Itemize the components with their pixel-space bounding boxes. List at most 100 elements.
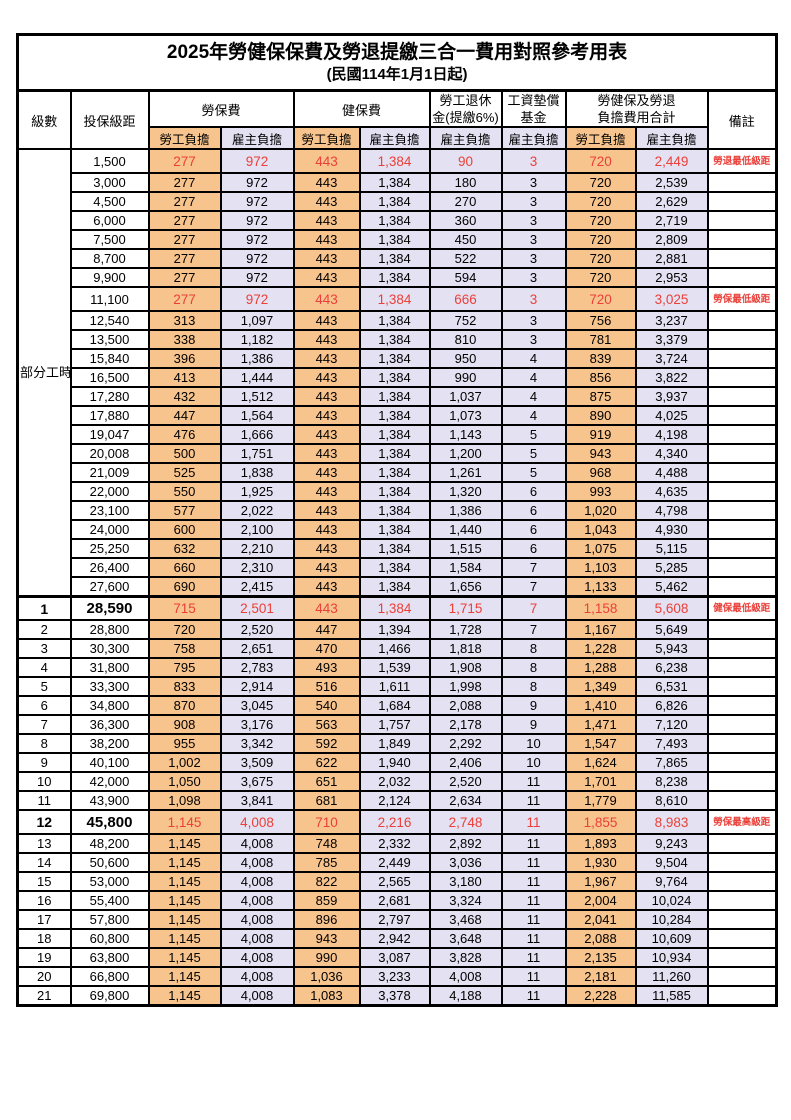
cell-health-worker: 443 [292,210,361,232]
cell-health-worker: 443 [292,286,361,313]
cell-health-worker: 443 [292,329,361,351]
table-row: 15 53,000 1,145 4,008 822 2,565 3,180 11 1,967 9,… [16,871,778,893]
cell-pension-employer: 1,728 [428,619,503,641]
cell-remark: 勞退最低級距 [706,148,778,175]
table-row: 8,700 277 972 443 1,384 522 3 720 2,881 [18,248,778,270]
cell-total-worker: 1,020 [564,500,637,522]
cell-bracket: 57,800 [69,909,150,931]
cell-bracket: 20,008 [69,443,150,465]
table-row: 24,000 600 2,100 443 1,384 1,440 6 1,043 4,930 [18,519,778,541]
cell-remark [706,462,778,484]
cell-health-worker: 443 [292,229,361,251]
table-row: 12 45,800 1,145 4,008 710 2,216 2,748 11 1,855 8,… [16,809,778,836]
cell-total-worker: 875 [564,386,637,408]
cell-level: 6 [16,695,72,717]
cell-pension-employer: 180 [428,172,503,194]
cell-fund-employer: 11 [500,928,567,950]
cell-health-worker: 681 [292,790,361,812]
cell-health-worker: 563 [292,714,361,736]
cell-total-worker: 1,133 [564,576,637,598]
cell-total-employer: 9,764 [634,871,709,893]
cell-health-employer: 1,384 [358,576,431,598]
header-sub-row: 勞工負擔 雇主負擔 勞工負擔 雇主負擔 雇主負擔 雇主負擔 勞工負擔 雇主負擔 [18,126,777,151]
cell-bracket: 69,800 [69,985,150,1007]
cell-remark [706,538,778,560]
cell-fund-employer: 10 [500,733,567,755]
table-row: 18 60,800 1,145 4,008 943 2,942 3,648 11 2,088 10… [16,928,778,950]
cell-labor-worker: 1,098 [147,790,222,812]
cell-labor-worker: 476 [147,424,222,446]
cell-bracket: 17,280 [69,386,150,408]
cell-total-employer: 10,934 [634,947,709,969]
cell-remark [706,424,778,446]
cell-bracket: 26,400 [69,557,150,579]
cell-labor-worker: 338 [147,329,222,351]
cell-health-employer: 3,378 [358,985,431,1007]
subheader-health-worker: 勞工負擔 [292,126,361,151]
cell-health-worker: 443 [292,348,361,370]
cell-bracket: 1,500 [69,148,150,175]
cell-remark [706,752,778,774]
table-row: 9 40,100 1,002 3,509 622 1,940 2,406 10 1,624 7,8… [16,752,778,774]
cell-fund-employer: 7 [500,576,567,598]
cell-labor-employer: 972 [219,267,295,289]
cell-total-worker: 720 [564,267,637,289]
subheader-fund-employer: 雇主負擔 [500,126,567,151]
cell-fund-employer: 3 [500,172,567,194]
cell-level: 10 [16,771,72,793]
cell-health-worker: 943 [292,928,361,950]
premium-table: 2025年勞健保保費及勞退提繳三合一費用對照參考用表 (民國114年1月1日起)… [15,32,779,1007]
cell-bracket: 60,800 [69,928,150,950]
table-row: 4,500 277 972 443 1,384 270 3 720 2,629 [18,191,778,213]
cell-bracket: 12,540 [69,310,150,332]
cell-health-worker: 785 [292,852,361,874]
cell-total-employer: 7,493 [634,733,709,755]
title-cell: 2025年勞健保保費及勞退提繳三合一費用對照參考用表 (民國114年1月1日起) [15,32,779,93]
table-row: 16 55,400 1,145 4,008 859 2,681 3,324 11 2,004 10… [16,890,778,912]
table-row: 12,540 313 1,097 443 1,384 752 3 756 3,237 [18,310,778,332]
cell-health-worker: 443 [292,443,361,465]
table-row: 13,500 338 1,182 443 1,384 810 3 781 3,379 [18,329,778,351]
cell-labor-employer: 1,751 [219,443,295,465]
cell-total-employer: 2,809 [634,229,709,251]
cell-pension-employer: 1,908 [428,657,503,679]
cell-bracket: 63,800 [69,947,150,969]
cell-level: 19 [16,947,72,969]
cell-labor-employer: 4,008 [219,928,295,950]
cell-remark [706,210,778,232]
cell-health-worker: 896 [292,909,361,931]
cell-labor-employer: 1,925 [219,481,295,503]
cell-labor-employer: 4,008 [219,871,295,893]
cell-level: 15 [16,871,72,893]
cell-total-worker: 856 [564,367,637,389]
cell-total-worker: 1,547 [564,733,637,755]
cell-health-worker: 443 [292,386,361,408]
cell-health-worker: 592 [292,733,361,755]
cell-labor-employer: 1,564 [219,405,295,427]
cell-health-employer: 1,384 [358,594,431,622]
cell-fund-employer: 5 [500,462,567,484]
subheader-total-employer: 雇主負擔 [634,126,709,151]
cell-total-employer: 4,198 [634,424,709,446]
cell-fund-employer: 11 [500,871,567,893]
part-time-label-cell: 部分工時 [16,148,72,598]
table-body: 部分工時 1,500 277 972 443 1,384 90 3 720 2,449 勞退最低級距… [16,148,778,1007]
cell-total-employer: 5,462 [634,576,709,598]
cell-pension-employer: 810 [428,329,503,351]
cell-health-worker: 443 [292,424,361,446]
table-row: 部分工時 1,500 277 972 443 1,384 90 3 720 2,449 勞退最低級距 [16,148,778,598]
cell-fund-employer: 6 [500,538,567,560]
cell-labor-employer: 1,386 [219,348,295,370]
cell-labor-employer: 1,097 [219,310,295,332]
cell-health-employer: 1,384 [358,210,431,232]
col-header-health-insurance: 健保費 [292,89,431,129]
subheader-pension-employer: 雇主負擔 [428,126,503,151]
cell-health-employer: 1,384 [358,424,431,446]
cell-bracket: 17,880 [69,405,150,427]
cell-labor-worker: 313 [147,310,222,332]
cell-labor-worker: 1,145 [147,871,222,893]
cell-pension-employer: 1,656 [428,576,503,598]
cell-total-employer: 4,340 [634,443,709,465]
cell-health-employer: 1,384 [358,519,431,541]
cell-total-employer: 4,025 [634,405,709,427]
